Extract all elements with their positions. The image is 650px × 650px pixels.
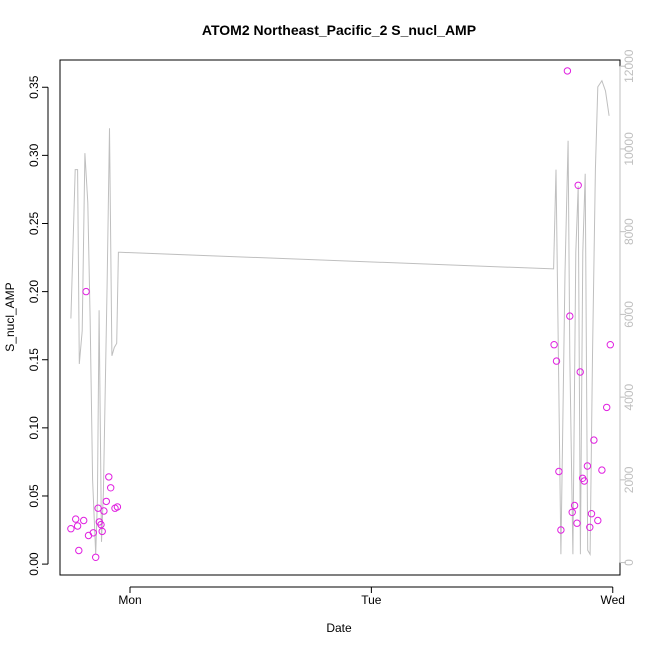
series-line: [70, 79, 610, 557]
data-point: [594, 516, 602, 525]
data-point: [67, 525, 75, 533]
data-point: [583, 462, 592, 470]
y-axis: 0.00 0.05 0.10 0.15 0.20 0.25 0.30 0.35: [27, 75, 49, 576]
data-point: [100, 507, 108, 515]
data-point: [105, 473, 113, 481]
y-tick-label: 0.05: [27, 484, 41, 508]
y2-tick-label: 0: [622, 559, 636, 566]
data-point: [603, 403, 611, 412]
data-point: [580, 477, 588, 485]
data-point: [102, 497, 111, 506]
data-point: [98, 527, 106, 536]
y2-tick-label: 12000: [622, 49, 636, 83]
data-point: [82, 287, 90, 296]
y2-tick-label: 8000: [622, 218, 636, 245]
data-point: [568, 508, 576, 516]
y-axis-label: S_nucl_AMP: [3, 282, 17, 351]
data-point: [113, 503, 122, 511]
data-point: [550, 341, 558, 349]
data-point: [555, 467, 563, 476]
y2-tick-label: 4000: [622, 383, 636, 410]
data-point: [73, 522, 82, 530]
data-point: [92, 553, 100, 561]
x-tick-label: Mon: [118, 593, 141, 607]
y-tick-label: 0.15: [27, 348, 41, 372]
y-tick-label: 0.30: [27, 143, 41, 167]
y-tick-label: 0.35: [27, 75, 41, 99]
y-tick-label: 0.20: [27, 280, 41, 304]
x-axis: Mon Tue Wed: [118, 586, 625, 607]
y2-tick-label: 6000: [622, 301, 636, 328]
data-point: [94, 504, 102, 512]
data-point: [107, 484, 115, 492]
y2-tick-label: 2000: [622, 466, 636, 493]
x-tick-label: Tue: [361, 593, 382, 607]
y-tick-label: 0.10: [27, 416, 41, 440]
data-point: [97, 520, 105, 529]
data-point: [590, 436, 598, 444]
data-point: [557, 526, 565, 534]
y-tick-label: 0.25: [27, 211, 41, 235]
chart-title: ATOM2 Northeast_Pacific_2 S_nucl_AMP: [202, 22, 476, 38]
line-series: [70, 79, 610, 557]
data-point: [72, 515, 80, 523]
data-point: [574, 181, 582, 190]
data-point: [552, 357, 561, 365]
data-point: [80, 516, 88, 525]
data-point: [598, 466, 606, 474]
x-axis-label: Date: [326, 621, 352, 635]
data-point: [586, 523, 594, 531]
plot-frame: [59, 59, 621, 576]
y-tick-label: 0.00: [27, 552, 41, 576]
y2-axis: 0 2000 4000 6000 8000 10000 12000: [619, 49, 636, 566]
data-point: [570, 501, 579, 510]
data-point: [587, 510, 596, 518]
data-point: [606, 341, 614, 349]
points-series: [67, 67, 614, 561]
data-point: [563, 67, 572, 75]
data-point: [573, 519, 581, 527]
data-point: [84, 531, 93, 540]
data-point: [566, 312, 574, 320]
x-tick-label: Wed: [601, 593, 625, 607]
data-point: [576, 368, 584, 376]
data-point: [89, 529, 98, 537]
y2-tick-label: 10000: [622, 132, 636, 166]
data-point: [75, 546, 83, 555]
